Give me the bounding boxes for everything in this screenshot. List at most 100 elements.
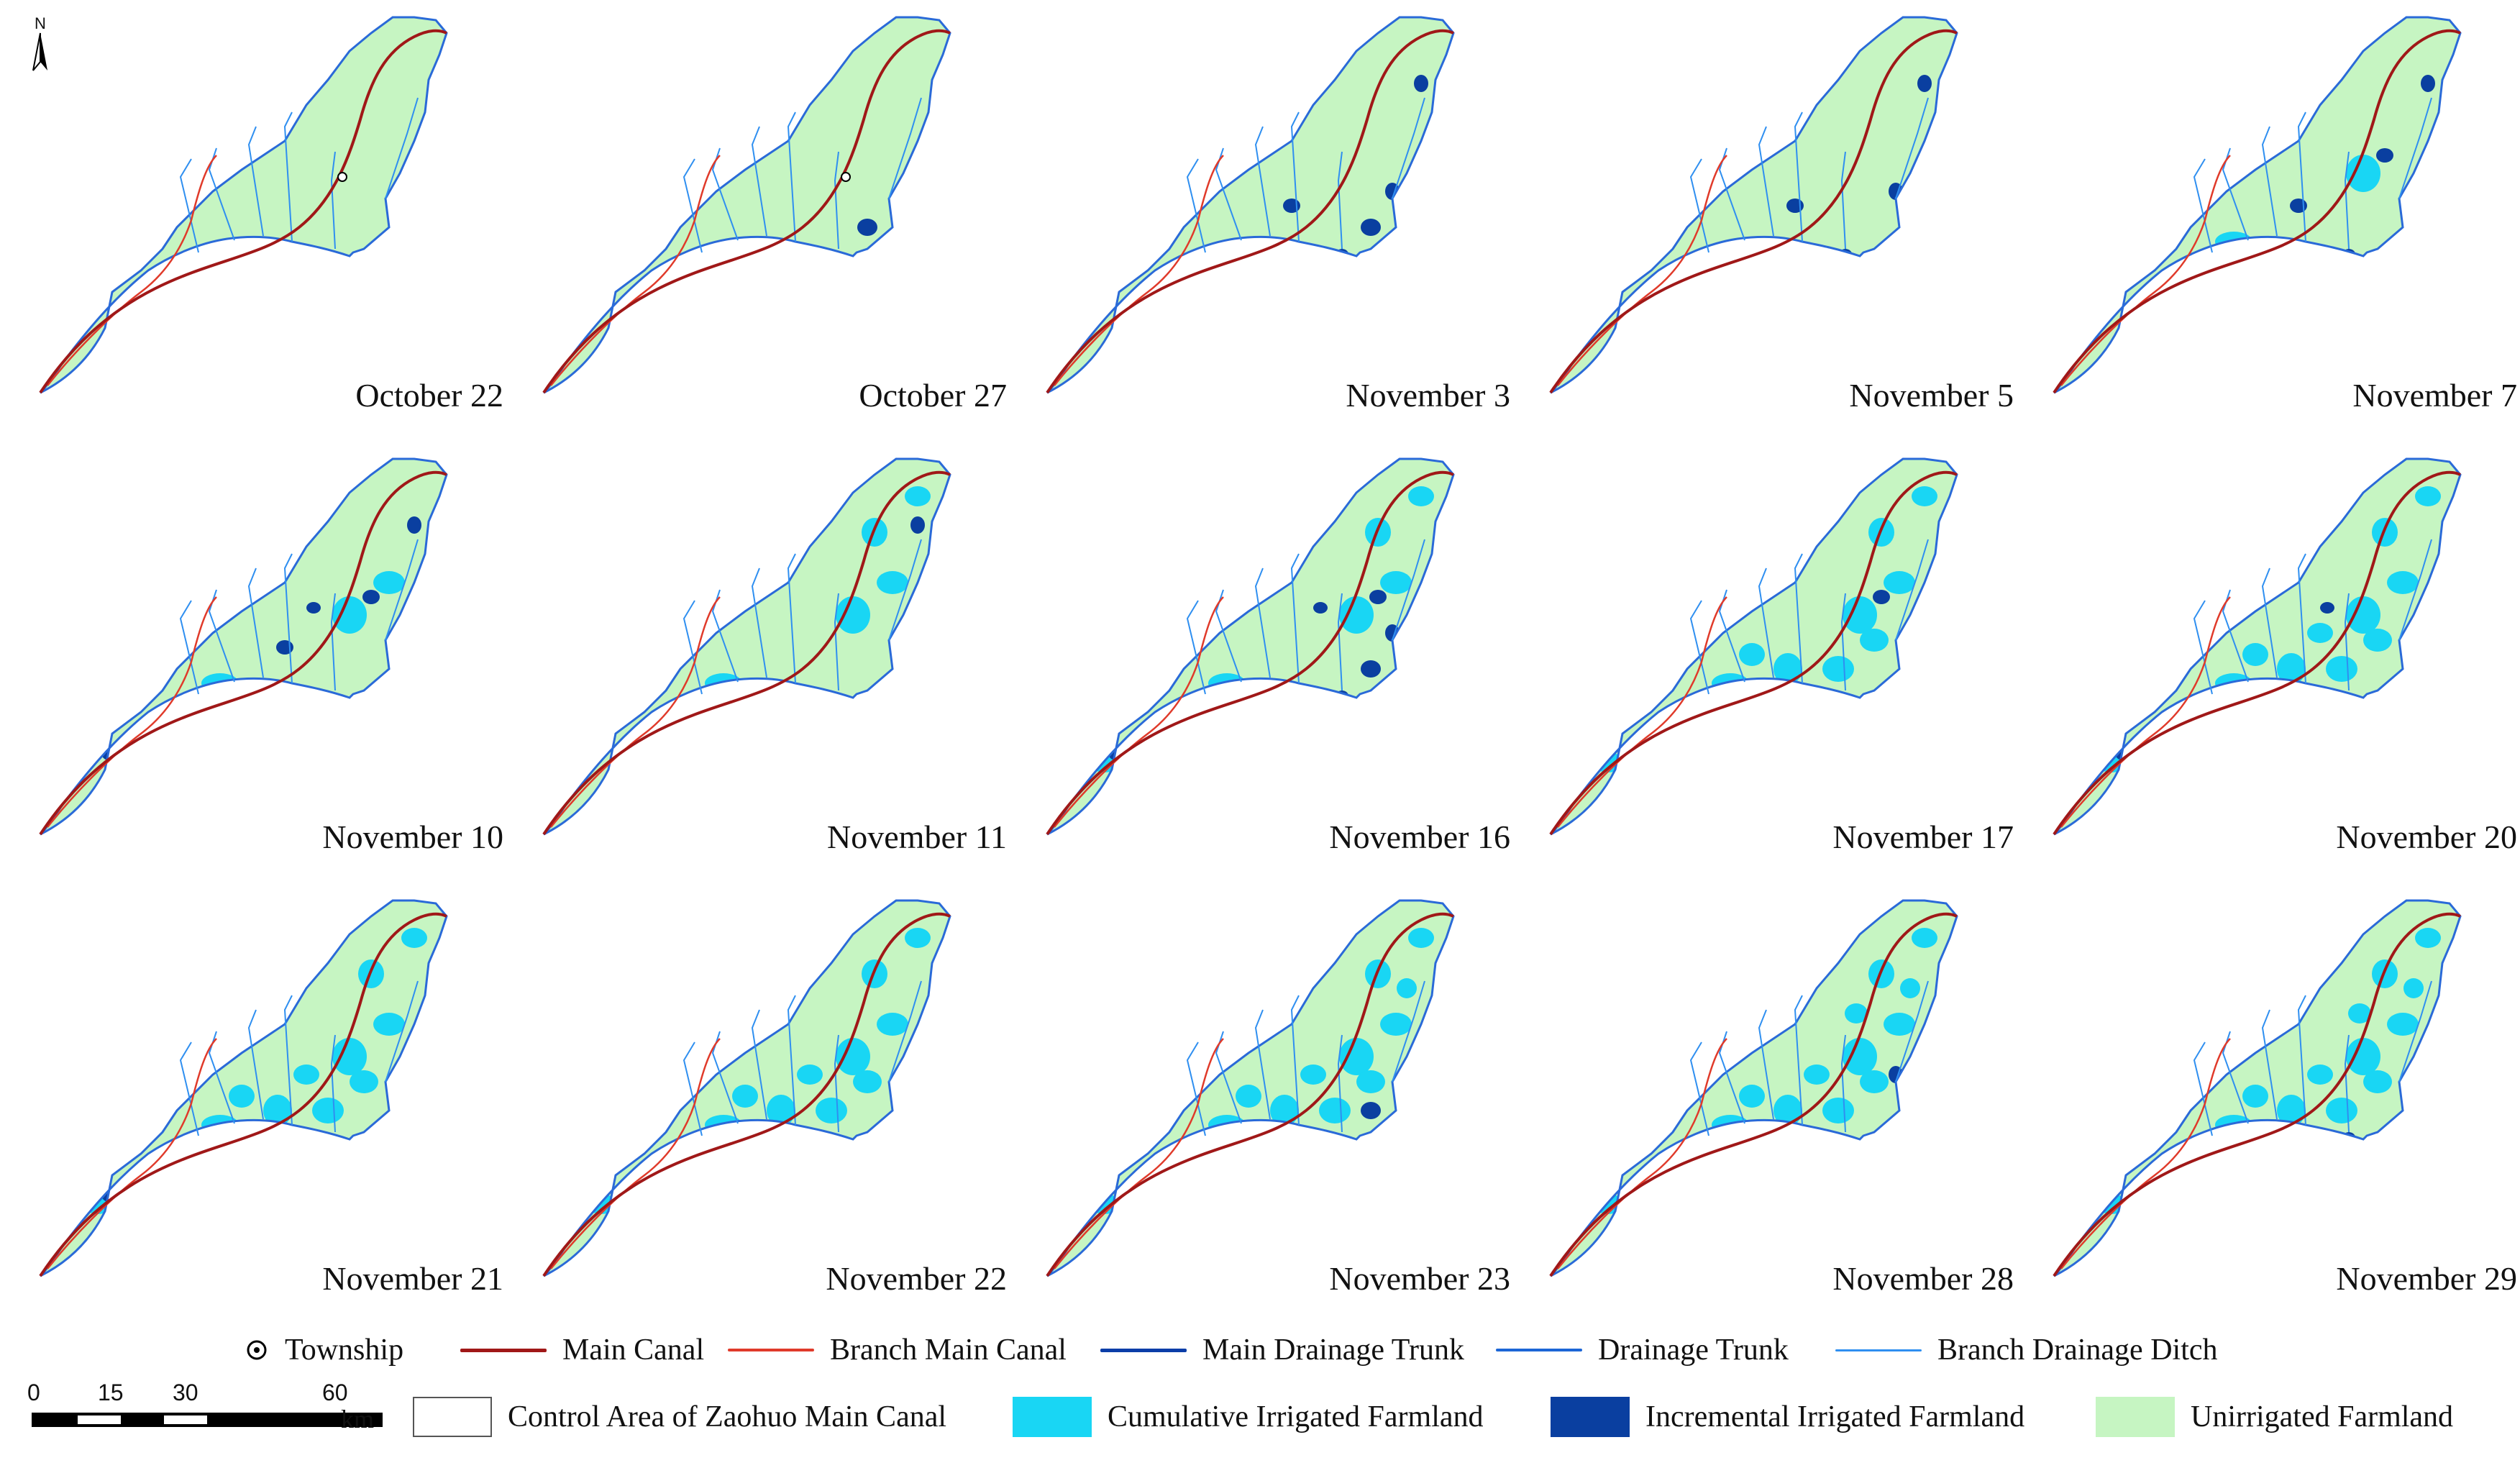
branch-drainage-ditch bbox=[283, 553, 293, 684]
branch-drainage-ditch bbox=[2222, 1031, 2249, 1124]
incremental-irrigated-patch bbox=[1236, 724, 1261, 736]
main-canal bbox=[542, 29, 951, 394]
cumulative-irrigated-patch bbox=[1739, 1085, 1765, 1108]
branch-drainage-ditch bbox=[1290, 111, 1300, 242]
cumulative-irrigated-patch bbox=[2363, 629, 2392, 652]
branch-drainage-ditch bbox=[888, 97, 922, 199]
irrigation-map bbox=[1549, 457, 1958, 836]
branch-main-canal bbox=[2060, 596, 2231, 828]
main-canal bbox=[1046, 470, 1454, 836]
branch-main-canal bbox=[550, 155, 721, 386]
branch-drainage-ditch bbox=[179, 158, 199, 253]
irrigation-map bbox=[1549, 16, 1958, 394]
legend-drainage-trunk: Drainage Trunk bbox=[1496, 1328, 1789, 1372]
cumulative-irrigated-patch bbox=[1745, 283, 1802, 315]
irrigation-map bbox=[542, 899, 951, 1277]
main-canal-swatch bbox=[460, 1348, 547, 1352]
cumulative-irrigated-patch bbox=[1380, 1013, 1412, 1036]
cumulative-irrigated-patch bbox=[2348, 1003, 2371, 1024]
cumulative-irrigated-patch bbox=[1739, 643, 1765, 666]
cumulative-irrigated-patch bbox=[2346, 596, 2380, 634]
branch-drainage-ditch bbox=[1840, 593, 1846, 691]
control-area-boundary bbox=[2053, 899, 2462, 1277]
irrigation-map bbox=[1046, 16, 1455, 394]
cumulative-irrigated-patch bbox=[287, 714, 333, 739]
incremental-irrigated-patch bbox=[1283, 199, 1300, 213]
cumulative-irrigated-patch bbox=[1241, 283, 1299, 315]
irrigation-map bbox=[542, 16, 951, 394]
panel-date-label: November 17 bbox=[1832, 819, 2014, 855]
cumulative-irrigated-patch bbox=[816, 1098, 847, 1123]
incremental-irrigated-patch bbox=[1414, 75, 1428, 92]
branch-drainage-ditch bbox=[1895, 539, 1929, 641]
branch-main-canal bbox=[2060, 1038, 2231, 1269]
cumulative-irrigated-patch bbox=[1408, 486, 1434, 506]
branch-drainage-ditch bbox=[2398, 980, 2432, 1082]
unirrigated-swatch bbox=[2096, 1397, 2175, 1437]
cumulative-irrigated-patch bbox=[2346, 1038, 2380, 1075]
branch-drainage-ditch bbox=[787, 111, 796, 242]
branch-drainage-ditch bbox=[711, 147, 739, 241]
cumulative-irrigated-patch bbox=[1900, 978, 1920, 998]
branch-main-canal-swatch bbox=[728, 1349, 814, 1351]
branch-drainage-ditch bbox=[2344, 593, 2350, 691]
legend-incremental-label: Incremental Irrigated Farmland bbox=[1645, 1400, 2025, 1433]
north-arrow-icon bbox=[32, 32, 47, 71]
cumulative-irrigated-patch bbox=[1380, 571, 1412, 594]
branch-drainage-ditch bbox=[1254, 1009, 1271, 1120]
incremental-irrigated-patch bbox=[732, 1166, 758, 1177]
branch-main-canal bbox=[47, 1038, 217, 1269]
branch-drainage-ditch bbox=[330, 151, 336, 250]
map-panel: November 10 bbox=[26, 453, 515, 885]
branch-drainage-ditch bbox=[682, 1041, 703, 1136]
branch-drainage-ditch bbox=[682, 600, 703, 695]
cumulative-irrigated-patch bbox=[1797, 1155, 1843, 1181]
incremental-irrigated-patch bbox=[732, 283, 758, 294]
irrigation-map bbox=[2053, 899, 2462, 1277]
map-panel: November 23 bbox=[1033, 895, 1522, 1326]
cumulative-irrigated-patch bbox=[1300, 1064, 1326, 1085]
incremental-irrigated-patch bbox=[1917, 75, 1932, 92]
cumulative-irrigated-patch bbox=[332, 1038, 367, 1075]
cumulative-irrigated-patch bbox=[2301, 272, 2347, 298]
scale-tick-60: 60 bbox=[322, 1380, 348, 1405]
scale-unit: km bbox=[341, 1405, 375, 1433]
incremental-irrigated-patch bbox=[1786, 199, 1804, 213]
branch-drainage-ditch bbox=[1794, 111, 1803, 242]
legend-cumulative: Cumulative Irrigated Farmland bbox=[1013, 1395, 1484, 1439]
township-icon bbox=[337, 172, 347, 182]
branch-drainage-ditch bbox=[2398, 97, 2432, 199]
scale-bar-graphic bbox=[32, 1413, 383, 1427]
branch-drainage-ditch-swatch bbox=[1835, 1349, 1922, 1351]
cumulative-irrigated-patch bbox=[1797, 272, 1843, 298]
unirrigated-farmland bbox=[544, 459, 950, 834]
branch-drainage-ditch bbox=[711, 589, 739, 683]
branch-drainage-ditch bbox=[2193, 1041, 2213, 1136]
cumulative-irrigated-patch bbox=[1319, 1098, 1351, 1123]
incremental-irrigated-patch bbox=[2242, 724, 2268, 736]
branch-drainage-ditch bbox=[1392, 97, 1425, 199]
cumulative-irrigated-patch bbox=[332, 596, 367, 634]
legend-main-canal: Main Canal bbox=[460, 1328, 704, 1372]
branch-drainage-ditch bbox=[1290, 553, 1300, 684]
branch-drainage-ditch bbox=[385, 980, 419, 1082]
branch-drainage-ditch bbox=[1186, 1041, 1206, 1136]
cumulative-irrigated-patch bbox=[2248, 283, 2306, 315]
branch-drainage-ditch bbox=[2261, 1009, 2278, 1120]
branch-drainage-ditch bbox=[1895, 97, 1929, 199]
cumulative-irrigated-patch bbox=[1822, 656, 1854, 682]
branch-drainage-ditch bbox=[208, 147, 235, 241]
cumulative-irrigated-patch bbox=[2387, 571, 2419, 594]
panel-date-label: November 11 bbox=[827, 819, 1007, 855]
cumulative-irrigated-patch bbox=[2415, 928, 2441, 948]
control-area-boundary bbox=[1046, 457, 1455, 836]
cumulative-irrigated-patch bbox=[738, 725, 795, 757]
branch-drainage-ditch bbox=[751, 126, 767, 237]
scale-bar: 0 15 30 60 km bbox=[27, 1380, 463, 1459]
cumulative-irrigated-patch bbox=[2346, 155, 2380, 192]
incremental-irrigated-patch bbox=[2421, 75, 2435, 92]
cumulative-irrigated-patch bbox=[1745, 725, 1802, 757]
main-drainage-trunk-swatch bbox=[1100, 1348, 1187, 1352]
main-canal bbox=[2053, 912, 2461, 1277]
